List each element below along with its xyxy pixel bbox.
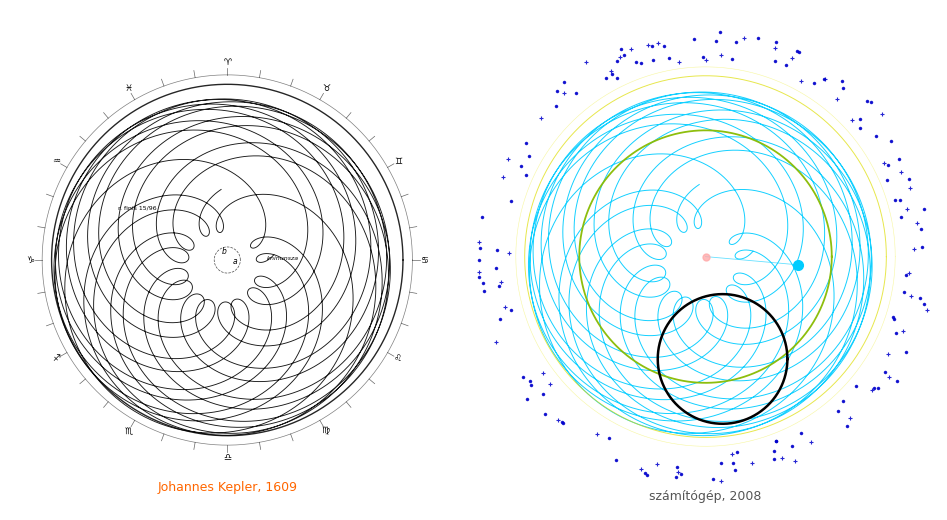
Text: ♒: ♒ <box>52 157 61 166</box>
Text: ♊: ♊ <box>394 157 402 166</box>
Text: ♑: ♑ <box>26 255 34 265</box>
Text: ♉: ♉ <box>322 84 331 94</box>
Text: számítógép, 2008: számítógép, 2008 <box>650 490 761 503</box>
Text: ♓: ♓ <box>124 84 133 94</box>
Text: Johannes Kepler, 1609: Johannes Kepler, 1609 <box>157 482 297 495</box>
Text: ♐: ♐ <box>52 354 61 363</box>
Text: ♍: ♍ <box>322 426 331 436</box>
Text: ♋: ♋ <box>420 255 429 265</box>
Text: ♈: ♈ <box>223 58 231 67</box>
Text: ♌: ♌ <box>394 354 402 363</box>
Text: r. finis 15/96: r. finis 15/96 <box>118 205 157 210</box>
Text: ♏: ♏ <box>124 426 133 436</box>
Text: a: a <box>233 257 238 266</box>
Text: b: b <box>222 247 226 256</box>
Text: Iminunsza: Iminunsza <box>267 256 299 261</box>
Text: ♎: ♎ <box>223 453 231 462</box>
